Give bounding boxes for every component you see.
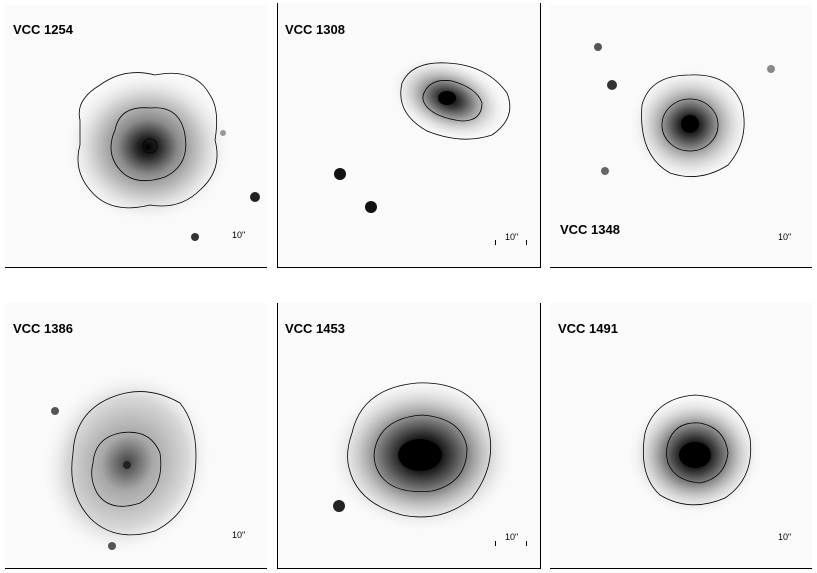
inner-contour xyxy=(91,431,162,507)
galaxy-label: VCC 1348 xyxy=(560,222,620,237)
star xyxy=(108,542,116,550)
outer-contour xyxy=(641,74,745,177)
star xyxy=(220,130,226,136)
galaxy-image-vcc-1308 xyxy=(334,55,511,213)
panel-vcc-1491: VCC 1491 10" xyxy=(550,303,812,569)
galaxy-image-vcc-1348 xyxy=(594,43,775,183)
core xyxy=(681,115,699,133)
star xyxy=(767,65,775,73)
scale-label: 10" xyxy=(232,530,246,540)
galaxy-glow xyxy=(63,69,233,225)
scale-label: 10" xyxy=(505,232,519,242)
inner-contour xyxy=(661,98,719,152)
panel-vcc-1386: VCC 1386 10" xyxy=(5,303,267,569)
galaxy-label: VCC 1254 xyxy=(13,22,73,37)
scale-label: 10" xyxy=(778,532,792,542)
scale-bar xyxy=(495,541,527,546)
star xyxy=(191,233,199,241)
outer-contour xyxy=(347,382,492,518)
core xyxy=(438,91,456,105)
outer-contour xyxy=(77,72,218,209)
outer-contour xyxy=(400,62,511,140)
star xyxy=(594,43,602,51)
inner-contour xyxy=(422,80,483,122)
frame-left xyxy=(277,303,278,569)
scale-label: 10" xyxy=(232,230,246,240)
galaxy-label: VCC 1491 xyxy=(558,321,618,336)
star xyxy=(607,80,617,90)
galaxy-image-vcc-1386 xyxy=(40,369,214,557)
galaxy-image-vcc-1491 xyxy=(627,393,763,517)
galaxy-image-vcc-1453 xyxy=(327,377,517,533)
scale-label: 10" xyxy=(778,232,792,242)
core xyxy=(123,461,131,469)
galaxy-label: VCC 1453 xyxy=(285,321,345,336)
core xyxy=(398,439,442,471)
panel-vcc-1453: VCC 1453 10" xyxy=(277,303,541,569)
frame-bottom xyxy=(277,267,541,268)
frame-right xyxy=(540,3,541,268)
frame-bottom xyxy=(550,568,812,569)
inner-contour xyxy=(666,422,729,484)
frame-bottom xyxy=(550,267,812,268)
panel-vcc-1348: VCC 1348 10" xyxy=(550,5,812,268)
inner-contour xyxy=(110,107,187,182)
star xyxy=(51,407,59,415)
outer-contour xyxy=(71,391,197,536)
star xyxy=(334,168,346,180)
frame-left xyxy=(277,3,278,268)
star xyxy=(365,201,377,213)
galaxy-image-vcc-1254 xyxy=(63,69,260,241)
outer-contour xyxy=(642,394,752,506)
galaxy-label: VCC 1308 xyxy=(285,22,345,37)
frame-bottom xyxy=(5,568,267,569)
frame-bottom xyxy=(277,568,541,569)
galaxy-label: VCC 1386 xyxy=(13,321,73,336)
frame-right xyxy=(540,303,541,569)
core-contour xyxy=(142,138,158,154)
inner-contour xyxy=(373,414,468,492)
star xyxy=(601,167,609,175)
scale-label: 10" xyxy=(505,532,519,542)
frame-bottom xyxy=(5,267,267,268)
scale-bar xyxy=(495,240,527,245)
star xyxy=(333,500,345,512)
core xyxy=(679,442,711,468)
panel-vcc-1308: VCC 1308 10" xyxy=(277,3,541,268)
panel-vcc-1254: VCC 1254 10" xyxy=(5,5,267,268)
star xyxy=(250,192,260,202)
